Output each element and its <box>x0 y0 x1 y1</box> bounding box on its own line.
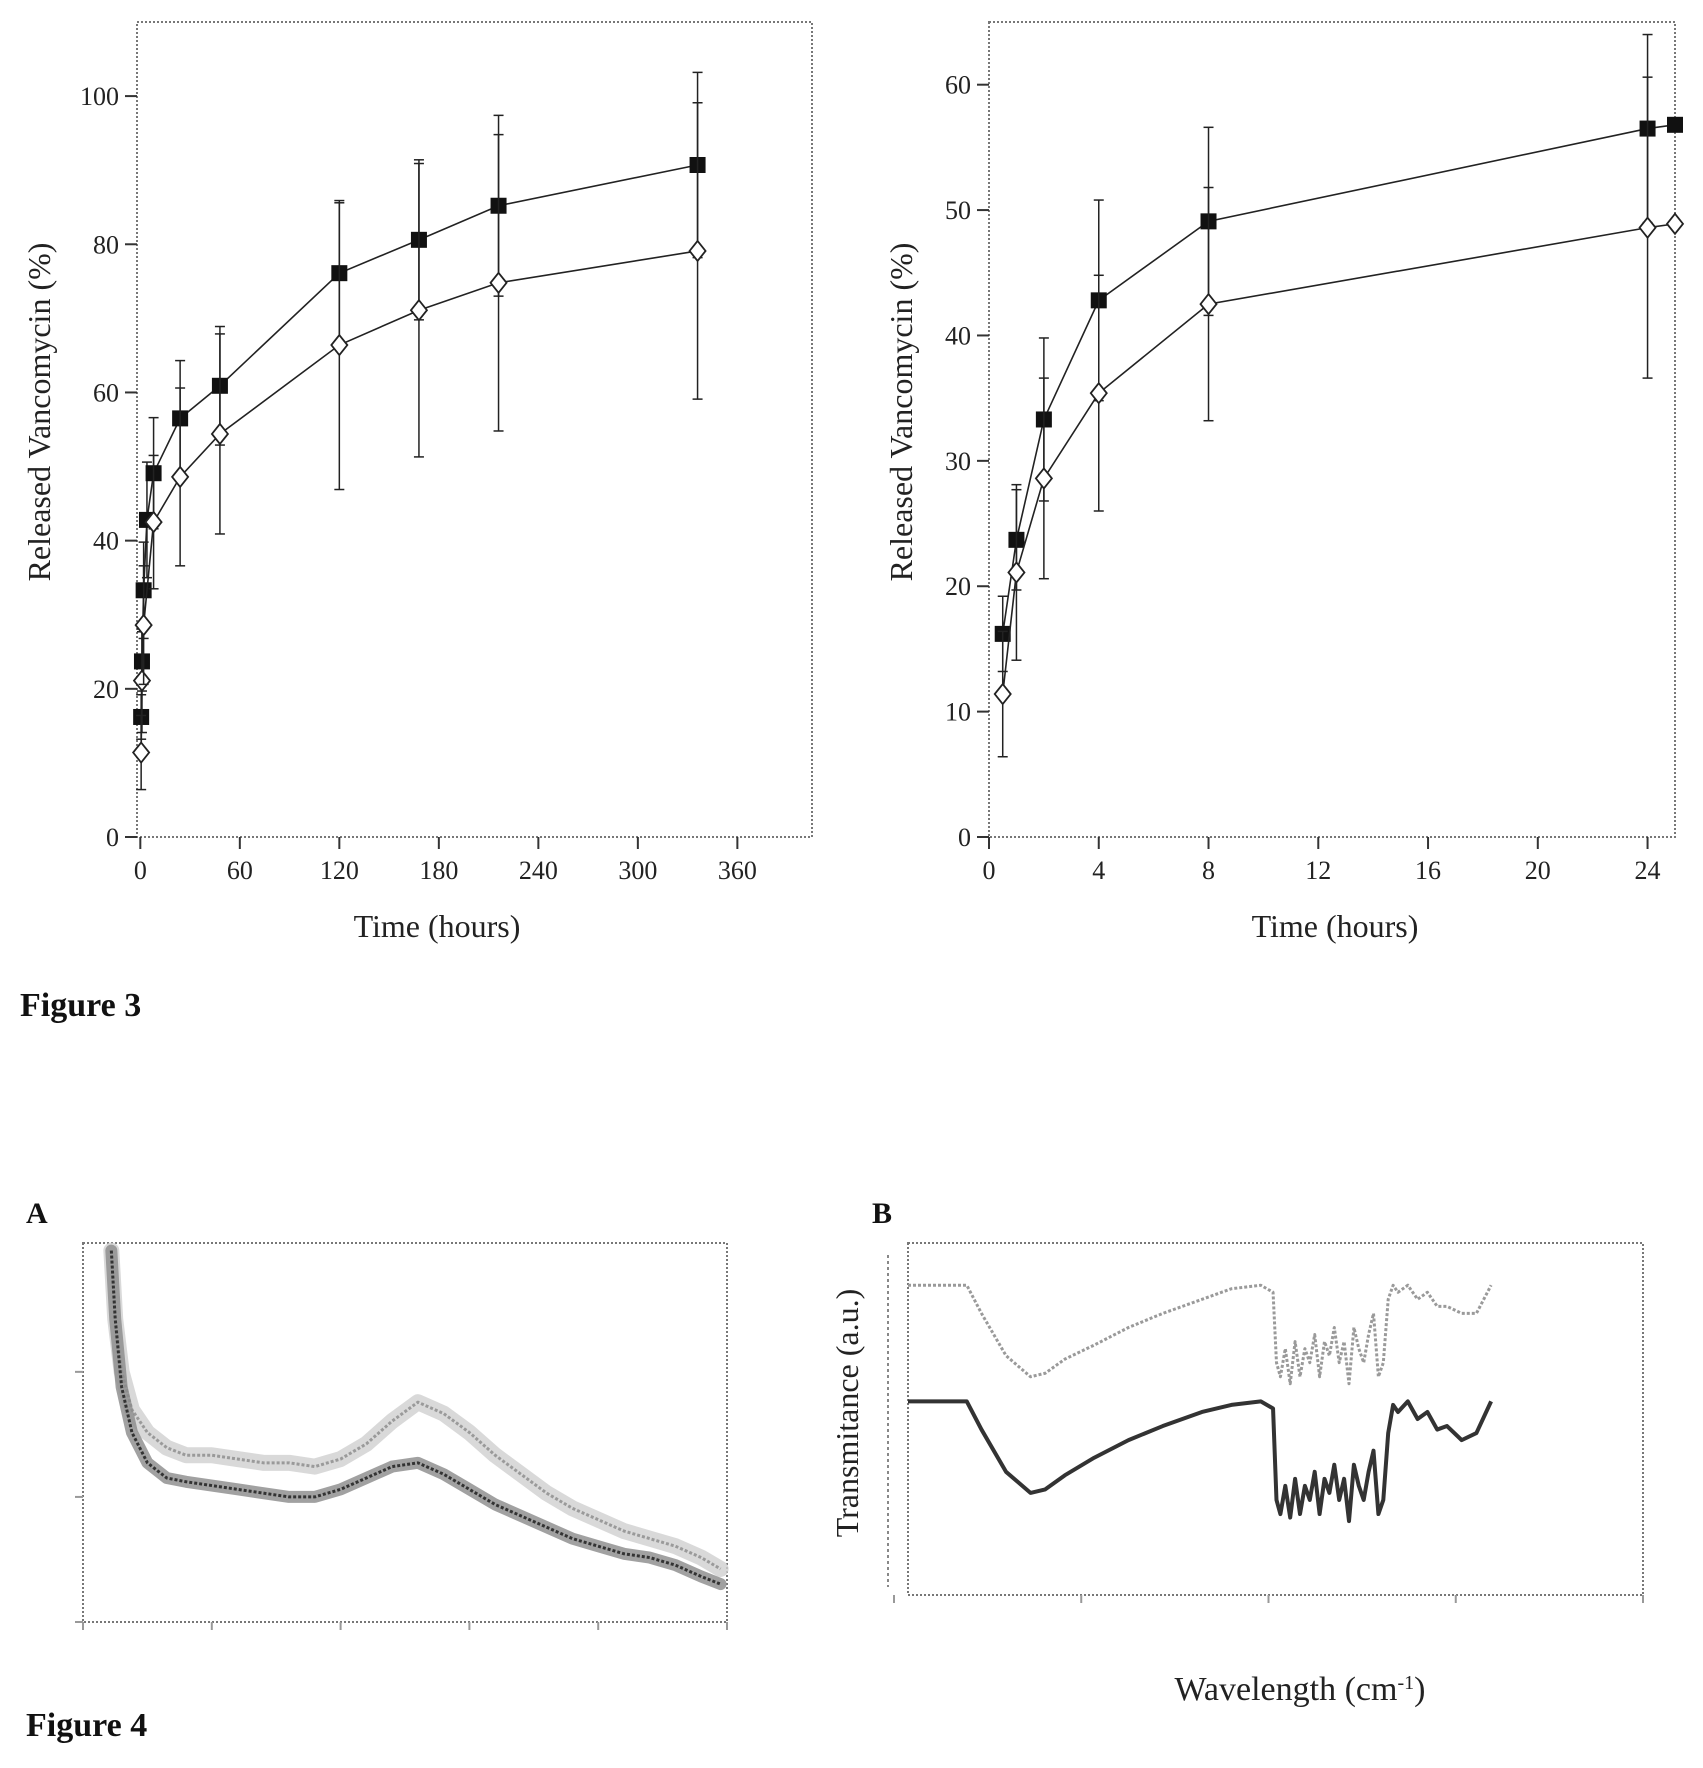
fig4-b-xlabel: Wavelength (cm-1) <box>1175 1671 1426 1708</box>
data-point-diamond <box>170 465 190 489</box>
y-tick-label: 60 <box>93 378 119 407</box>
ir-spectrum-trace <box>908 1283 1493 1386</box>
ir-spectrum-trace <box>908 1399 1493 1524</box>
fig3-left-ylabel: Released Vancomycin (%) <box>21 243 57 582</box>
x-tick-label: 4 <box>1092 856 1105 885</box>
data-point-diamond <box>1638 216 1657 240</box>
data-point-diamond <box>489 271 508 295</box>
trace-band <box>103 1242 729 1577</box>
plot-frame <box>907 1242 1644 1596</box>
y-tick-label: 0 <box>106 823 119 852</box>
y-tick-label: 10 <box>945 698 971 727</box>
fig3-right-ylabel: Released Vancomycin (%) <box>883 243 919 582</box>
x-tick-label: 360 <box>718 856 757 885</box>
data-point-diamond <box>132 669 152 693</box>
fig3-right-chart: 0 4 8 12 16 20 24 0 10 20 30 40 50 60 <box>945 21 1685 885</box>
fig3-right-xlabel: Time (hours) <box>1252 908 1419 944</box>
data-point-diamond <box>210 422 230 446</box>
x-tick-label: 24 <box>1635 856 1661 885</box>
x-tick-label: 300 <box>618 856 657 885</box>
x-tick-label: 180 <box>419 856 458 885</box>
data-point-diamond <box>409 298 429 322</box>
data-point-diamond <box>1665 212 1685 236</box>
data-point-diamond <box>1034 466 1054 490</box>
x-tick-label: 120 <box>320 856 359 885</box>
plot-frame <box>988 21 1676 838</box>
fig4-panel-b-label: B <box>872 1197 893 1230</box>
data-point-diamond <box>330 333 349 357</box>
fig4-b-ylabel: Transmitance (a.u.) <box>829 1289 865 1538</box>
data-point-diamond <box>688 239 707 263</box>
data-point-diamond <box>993 682 1012 706</box>
series-line <box>1001 124 1676 634</box>
x-tick-label: 20 <box>1525 856 1551 885</box>
plot-frame <box>136 21 813 838</box>
series-line <box>140 250 698 753</box>
y-tick-label: 100 <box>80 82 119 111</box>
trace-line <box>109 1250 722 1586</box>
data-point-diamond <box>1089 381 1108 405</box>
data-point-diamond <box>131 741 151 764</box>
plot-frame <box>82 1242 728 1623</box>
y-tick-label: 50 <box>945 196 971 225</box>
x-tick-label: 60 <box>227 856 253 885</box>
y-tick-label: 0 <box>958 823 971 852</box>
x-tick-label: 16 <box>1415 856 1441 885</box>
x-tick-label: 240 <box>519 856 558 885</box>
y-tick-label: 80 <box>93 230 119 259</box>
fig3-left-chart: 0 60 120 180 240 300 360 0 20 40 60 80 100 <box>80 21 813 885</box>
fig4-panel-a-label: A <box>26 1197 48 1230</box>
y-tick-label: 20 <box>945 572 971 601</box>
y-tick-label: 40 <box>93 527 119 556</box>
figure-3-label: Figure 3 <box>20 987 142 1024</box>
figure-4-label: Figure 4 <box>26 1707 148 1744</box>
trace-line <box>109 1250 722 1571</box>
fig3-left-xlabel: Time (hours) <box>354 908 521 944</box>
data-point-diamond <box>1199 292 1218 316</box>
y-tick-label: 30 <box>945 447 971 476</box>
y-tick-label: 60 <box>945 71 971 100</box>
fig4-a-chart <box>75 1242 729 1630</box>
data-point-diamond <box>134 613 153 637</box>
x-tick-label: 12 <box>1305 856 1331 885</box>
y-tick-label: 20 <box>93 675 119 704</box>
fig4-b-chart <box>887 1242 1644 1603</box>
x-tick-label: 8 <box>1202 856 1215 885</box>
data-point-diamond <box>144 510 163 534</box>
x-tick-label: 0 <box>134 856 147 885</box>
x-tick-label: 0 <box>983 856 996 885</box>
y-tick-label: 40 <box>945 321 971 350</box>
data-point-square <box>1667 116 1683 133</box>
data-point-diamond <box>1007 560 1026 584</box>
